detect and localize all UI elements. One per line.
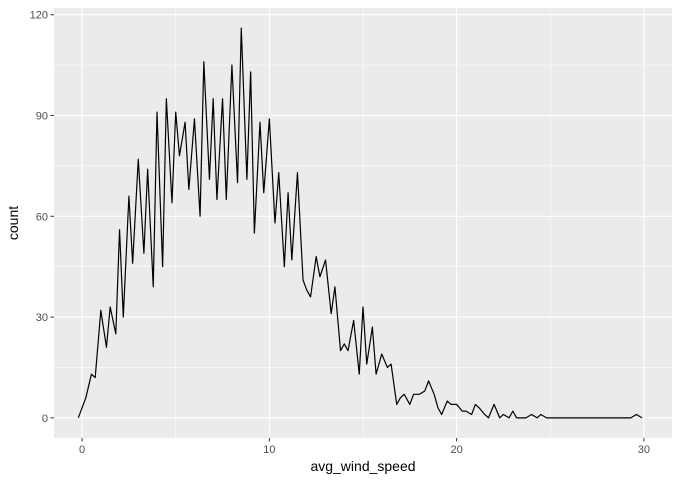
series-line (77, 27, 643, 419)
x-tick-label: 0 (79, 444, 85, 456)
y-tick-label: 60 (36, 211, 48, 223)
y-axis-ticks: 0 30 60 90 120 (30, 10, 54, 425)
x-axis-title: avg_wind_speed (310, 458, 415, 474)
y-tick-label: 90 (36, 111, 48, 123)
x-tick-label: 10 (263, 444, 275, 456)
minor-gridlines (54, 8, 672, 438)
x-tick-label: 30 (638, 444, 650, 456)
y-tick-label: 30 (36, 312, 48, 324)
series-layer (77, 27, 643, 419)
y-axis-title: count (5, 206, 21, 240)
x-tick-label: 20 (451, 444, 463, 456)
x-axis-ticks: 0 10 20 30 (79, 438, 650, 456)
y-tick-label: 0 (42, 413, 48, 425)
major-gridlines (54, 8, 672, 438)
y-tick-label: 120 (30, 10, 48, 22)
